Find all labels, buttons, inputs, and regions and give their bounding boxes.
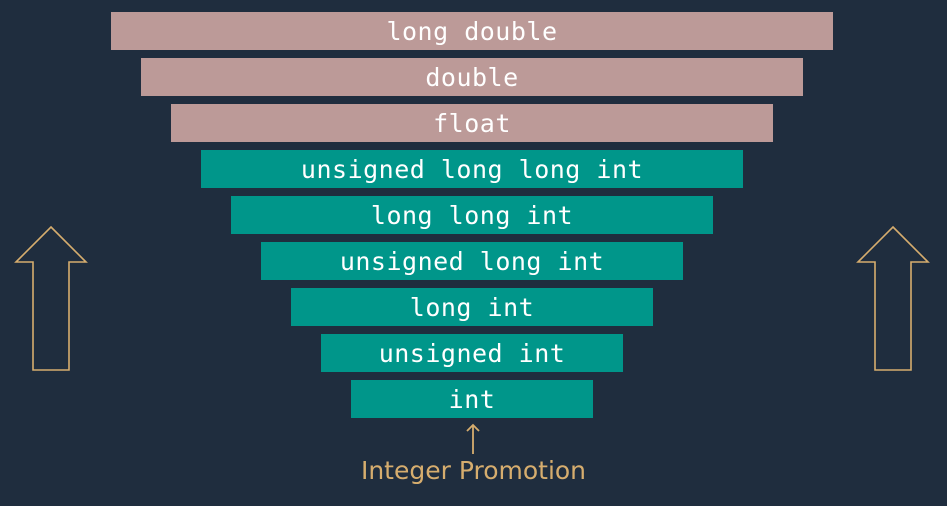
type-bar-int: int [351,380,593,418]
type-bar-unsigned-long-long-int: unsigned long long int [201,150,743,188]
type-bar-long-int: long int [291,288,653,326]
type-bar-double: double [141,58,803,96]
type-bar-long-long-int: long long int [231,196,713,234]
up-arrow-icon [466,423,480,454]
integer-promotion-label: Integer Promotion [360,456,587,485]
outline-up-arrow-icon [856,226,930,371]
outline-up-arrow-icon [14,226,88,371]
type-bar-unsigned-int: unsigned int [321,334,623,372]
type-bar-unsigned-long-int: unsigned long int [261,242,683,280]
type-bar-long-double: long double [111,12,833,50]
type-bar-float: float [171,104,773,142]
